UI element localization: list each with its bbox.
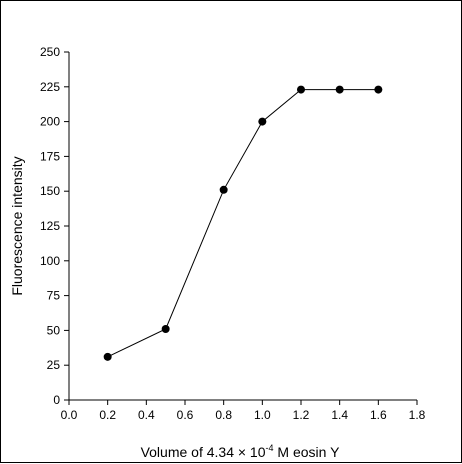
x-tick-label: 0.4 bbox=[138, 408, 155, 422]
y-tick-label: 250 bbox=[40, 45, 60, 59]
y-tick-label: 175 bbox=[40, 149, 60, 163]
data-point bbox=[335, 85, 344, 94]
y-tick-label: 50 bbox=[47, 323, 61, 337]
data-point bbox=[297, 85, 305, 94]
axes bbox=[68, 52, 417, 401]
y-tick-label: 125 bbox=[40, 219, 60, 233]
y-tick-label: 150 bbox=[40, 184, 60, 198]
x-tick-label: 1.0 bbox=[254, 408, 271, 422]
x-axis-ticks: 0.0 0.2 0.4 0.6 0.8 1.0 1.2 1.4 1.6 1.8 bbox=[61, 400, 426, 422]
y-tick-label: 200 bbox=[40, 115, 60, 129]
data-point bbox=[219, 185, 228, 194]
y-axis-ticks: 0 25 50 75 100 125 150 175 200 225 250 bbox=[40, 45, 69, 407]
x-tick-label: 0.2 bbox=[99, 408, 116, 422]
y-tick-label: 25 bbox=[47, 358, 61, 372]
x-axis-label: Volume of 4.34 × 10-4 M eosin Y bbox=[141, 443, 341, 460]
data-point bbox=[103, 352, 112, 361]
x-tick-label: 0.8 bbox=[215, 408, 232, 422]
data-point bbox=[161, 325, 170, 334]
y-axis-label: Fluorescence intensity bbox=[9, 156, 25, 295]
x-tick-label: 1.2 bbox=[293, 408, 310, 422]
y-tick-label: 75 bbox=[47, 289, 61, 303]
data-point bbox=[258, 117, 267, 126]
x-tick-label: 1.8 bbox=[409, 408, 426, 422]
y-tick-label: 225 bbox=[40, 80, 60, 94]
y-tick-label: 100 bbox=[40, 254, 60, 268]
x-axis-label-exponent: -4 bbox=[266, 443, 274, 453]
x-axis-label-suffix: M eosin Y bbox=[274, 444, 341, 460]
x-tick-label: 0.0 bbox=[61, 408, 78, 422]
data-point bbox=[374, 85, 383, 94]
series-line bbox=[107, 89, 379, 358]
x-tick-label: 1.4 bbox=[331, 408, 348, 422]
x-tick-label: 0.6 bbox=[177, 408, 194, 422]
y-tick-label: 0 bbox=[53, 393, 60, 407]
plot-area bbox=[103, 85, 383, 361]
x-axis-label-prefix: Volume of 4.34 × 10 bbox=[141, 444, 266, 460]
x-tick-label: 1.6 bbox=[370, 408, 387, 422]
